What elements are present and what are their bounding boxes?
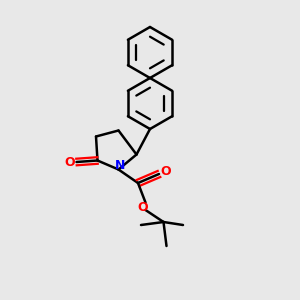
Text: O: O bbox=[160, 165, 171, 178]
Text: O: O bbox=[138, 201, 148, 214]
Text: N: N bbox=[115, 159, 125, 172]
Text: O: O bbox=[64, 155, 75, 169]
